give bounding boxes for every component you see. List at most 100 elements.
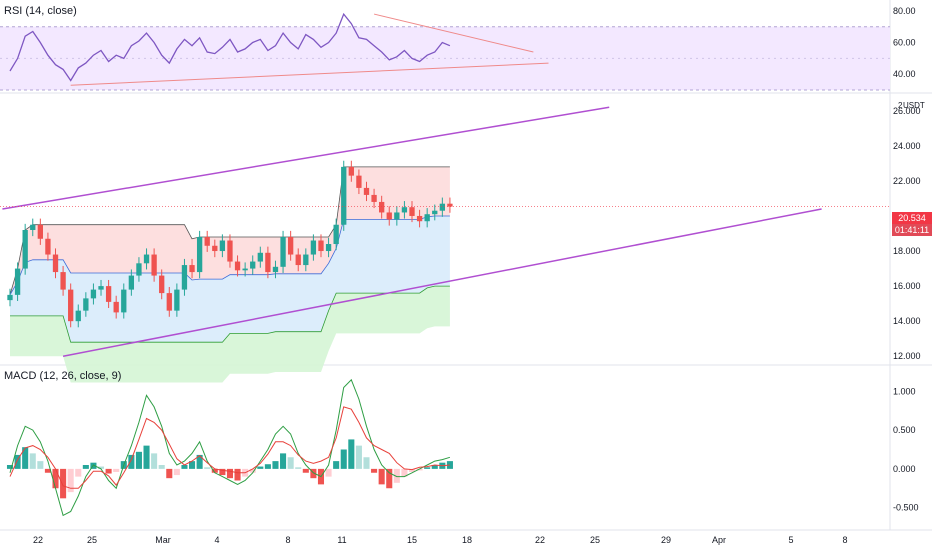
candle-body bbox=[113, 301, 119, 313]
candle-body bbox=[424, 214, 430, 222]
candle-body bbox=[52, 254, 59, 273]
candle-body bbox=[68, 289, 74, 322]
candle-body bbox=[379, 201, 385, 213]
price-tick-label: 14.000 bbox=[893, 316, 921, 326]
candle-body bbox=[280, 237, 286, 267]
x-tick-label: 22 bbox=[33, 535, 43, 545]
candle-body bbox=[371, 194, 377, 202]
macd-tick-label: 0.500 bbox=[893, 425, 916, 435]
candle-body bbox=[310, 240, 317, 255]
zone-mid-line bbox=[9, 215, 450, 296]
macd-histogram-bar bbox=[151, 453, 158, 469]
macd-histogram-bar bbox=[128, 454, 135, 469]
macd-histogram-bar bbox=[219, 468, 226, 476]
macd-histogram-bar bbox=[37, 461, 44, 469]
candle-body bbox=[14, 268, 21, 295]
candle-body bbox=[363, 187, 370, 195]
x-tick-label: 15 bbox=[407, 535, 417, 545]
candle-body bbox=[325, 244, 332, 252]
rsi-line bbox=[9, 12, 451, 82]
candle-body bbox=[181, 265, 188, 290]
candle-body bbox=[136, 263, 142, 276]
candle-body bbox=[272, 266, 279, 273]
candle-body bbox=[341, 166, 347, 225]
candle-body bbox=[75, 310, 81, 322]
x-tick-label: 22 bbox=[535, 535, 545, 545]
candle-body bbox=[432, 210, 438, 215]
candle-body bbox=[90, 289, 97, 299]
macd-histogram-bar bbox=[105, 468, 112, 474]
macd-tick-label: -0.500 bbox=[893, 503, 919, 513]
macd-histogram-bar bbox=[325, 468, 332, 477]
macd-histogram-bar bbox=[82, 465, 89, 469]
rsi-trendline bbox=[373, 13, 534, 53]
macd-histogram-bar bbox=[371, 468, 378, 473]
x-tick-label: 18 bbox=[462, 535, 472, 545]
rsi-title: RSI (14, close) bbox=[4, 5, 77, 17]
candle-body bbox=[356, 175, 362, 188]
price-partial-tick: 2 bbox=[898, 101, 903, 110]
macd-tick-label: 0.000 bbox=[893, 464, 916, 474]
candle-body bbox=[265, 252, 271, 273]
macd-histogram-bar bbox=[67, 468, 74, 493]
candle-body bbox=[287, 237, 294, 255]
macd-histogram-bar bbox=[204, 467, 211, 469]
price-tick-label: 24.000 bbox=[893, 141, 921, 151]
support-zone bbox=[10, 286, 450, 383]
candle-body bbox=[318, 240, 324, 252]
macd-histogram-bar bbox=[401, 468, 408, 477]
candle-body bbox=[386, 212, 392, 220]
candle-body bbox=[166, 293, 172, 311]
x-tick-label: 8 bbox=[842, 535, 847, 545]
macd-title: MACD (12, 26, close, 9) bbox=[4, 370, 122, 382]
candle-body bbox=[159, 275, 165, 294]
candle-body bbox=[7, 294, 13, 301]
macd-histogram-bar bbox=[340, 449, 347, 469]
candle-body bbox=[409, 207, 415, 216]
macd-histogram-bar bbox=[135, 451, 142, 469]
candle-body bbox=[348, 166, 354, 176]
macd-histogram-bar bbox=[264, 464, 271, 469]
candle-body bbox=[189, 265, 195, 273]
candle-body bbox=[242, 268, 248, 271]
candle-body bbox=[257, 252, 263, 262]
macd-histogram-bar bbox=[348, 439, 355, 469]
macd-histogram-bar bbox=[257, 466, 264, 469]
macd-histogram-bar bbox=[446, 461, 453, 469]
rsi-tick-label: 40.00 bbox=[893, 69, 916, 79]
candle-body bbox=[416, 215, 423, 222]
price-tick-label: 26.000 bbox=[893, 106, 921, 116]
candle-body bbox=[295, 254, 301, 266]
candle-body bbox=[174, 289, 180, 311]
signal-line bbox=[9, 406, 450, 489]
candle-body bbox=[227, 240, 233, 262]
x-tick-label: 11 bbox=[337, 535, 346, 545]
candle-body bbox=[105, 286, 112, 302]
candle-body bbox=[394, 212, 400, 220]
x-tick-label: Mar bbox=[155, 535, 171, 545]
price-tick-label: 22.000 bbox=[893, 176, 921, 186]
macd-histogram-bar bbox=[287, 457, 294, 469]
macd-histogram-bar bbox=[408, 468, 416, 472]
countdown-tag: 01:41:11 bbox=[892, 224, 932, 236]
macd-histogram-bar bbox=[211, 468, 218, 473]
candle-body bbox=[212, 245, 218, 252]
macd-histogram-bar bbox=[97, 466, 105, 469]
candle-body bbox=[37, 224, 43, 239]
macd-histogram-bar bbox=[113, 468, 120, 472]
candle-body bbox=[83, 298, 89, 311]
candle-body bbox=[250, 261, 256, 269]
macd-histogram-bar bbox=[173, 468, 180, 476]
macd-histogram-bar bbox=[355, 445, 362, 469]
x-tick-label: 4 bbox=[214, 535, 219, 545]
macd-histogram-bar bbox=[52, 468, 59, 489]
x-tick-label: 5 bbox=[788, 535, 793, 545]
macd-tick-label: 1.000 bbox=[893, 386, 916, 396]
macd-histogram-bar bbox=[424, 467, 431, 469]
macd-histogram-bar bbox=[272, 461, 279, 469]
candle-body bbox=[303, 254, 309, 266]
last-price-tag: 20.534 bbox=[892, 212, 932, 224]
macd-histogram-bar bbox=[75, 468, 82, 477]
